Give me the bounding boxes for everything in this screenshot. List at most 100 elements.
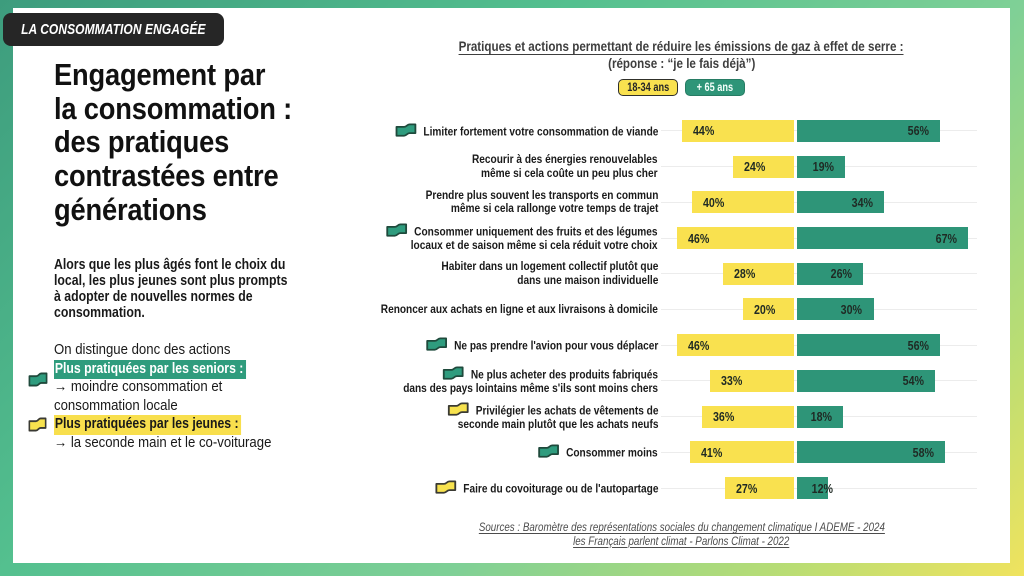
bar-18-34: 20% xyxy=(743,298,794,321)
category-label: Faire du covoiturage ou de l'autopartage xyxy=(383,480,658,496)
bar-65plus: 34% xyxy=(797,191,884,214)
chart-row: Privilégier les achats de vêtements de s… xyxy=(383,399,980,435)
bar-18-34: 46% xyxy=(676,227,794,250)
yellow-flag-icon xyxy=(28,417,47,436)
bar-65plus: 19% xyxy=(797,155,846,178)
bar-65plus: 67% xyxy=(797,227,968,250)
chart-row: Faire du covoiturage ou de l'autopartage… xyxy=(383,470,980,506)
legend-18-34: 18-34 ans xyxy=(618,79,678,96)
green-flag-icon xyxy=(538,444,560,458)
bar-65plus: 26% xyxy=(797,262,864,285)
category-label: Ne pas prendre l'avion pour vous déplace… xyxy=(383,337,658,353)
category-label: Habiter dans un logement collectif plutô… xyxy=(441,259,658,287)
bar-track: 36% 18% xyxy=(658,399,980,435)
value-18-34: 40% xyxy=(703,194,725,210)
seniors-detail-line1: → moindre consommation et xyxy=(54,379,223,395)
bar-65plus: 30% xyxy=(797,298,874,321)
value-65plus: 26% xyxy=(830,266,853,282)
category-label: Limiter fortement votre consommation de … xyxy=(383,123,658,139)
section-tag-label: LA CONSOMMATION ENGAGÉE xyxy=(21,21,206,38)
value-18-34: 20% xyxy=(754,301,776,317)
sources-note: Sources : Baromètre des représentations … xyxy=(383,522,980,549)
value-65plus: 56% xyxy=(907,123,929,139)
value-18-34: 28% xyxy=(733,266,755,282)
bar-18-34: 41% xyxy=(689,441,794,464)
category-label: Privilégier les achats de vêtements de s… xyxy=(383,402,658,432)
bar-18-34: 27% xyxy=(725,477,794,500)
bar-track: 27% 12% xyxy=(658,470,980,506)
value-65plus: 67% xyxy=(935,230,957,246)
bar-track: 46% 67% xyxy=(658,220,980,256)
source-line: les Français parlent climat - Parlons Cl… xyxy=(573,535,790,548)
chart-row: Limiter fortement votre consommation de … xyxy=(383,113,980,149)
value-18-34: 27% xyxy=(736,480,758,496)
value-18-34: 24% xyxy=(743,159,766,175)
chart-header: Pratiques et actions permettant de rédui… xyxy=(383,38,980,71)
bar-track: 40% 34% xyxy=(658,184,980,220)
bar-track: 24% 19% xyxy=(658,149,980,185)
chart-title: Pratiques et actions permettant de rédui… xyxy=(459,38,904,54)
seniors-detail-line2: consommation locale xyxy=(54,397,178,414)
value-65plus: 54% xyxy=(902,373,924,389)
page-title: Engagement par la consommation : des pra… xyxy=(54,57,293,227)
yellow-flag-icon xyxy=(434,480,456,494)
intro-paragraph: Alors que les plus âgés font le choix du… xyxy=(54,257,288,321)
chart-legend: 18-34 ans + 65 ans xyxy=(383,79,980,96)
chart-subtitle: (réponse : “je le fais déjà”) xyxy=(607,54,756,71)
value-18-34: 46% xyxy=(687,337,710,353)
value-65plus: 56% xyxy=(907,337,929,353)
seniors-highlight: Plus pratiquées par les seniors : xyxy=(54,359,246,379)
bar-18-34: 28% xyxy=(722,262,794,285)
bar-track: 44% 56% xyxy=(658,113,980,149)
category-label: Consommer moins xyxy=(383,444,658,460)
bar-18-34: 40% xyxy=(692,191,794,214)
category-label: Consommer uniquement des fruits et des l… xyxy=(383,223,658,253)
chart-row: Recourir à des énergies renouvelables mê… xyxy=(383,149,980,185)
page-background xyxy=(13,8,1010,563)
value-18-34: 41% xyxy=(700,444,722,460)
category-label: Recourir à des énergies renouvelables mê… xyxy=(472,151,658,180)
bar-18-34: 46% xyxy=(676,334,794,357)
chart-row: Ne plus acheter des produits fabriqués d… xyxy=(383,363,980,399)
bar-track: 41% 58% xyxy=(658,434,980,470)
yellow-flag-icon xyxy=(28,417,47,432)
green-flag-icon xyxy=(28,372,48,387)
key-line-intro: On distingue donc des actions xyxy=(54,342,231,358)
green-flag-icon xyxy=(395,123,416,137)
value-65plus: 12% xyxy=(811,480,833,496)
chart-row: Consommer moins 41% 58% xyxy=(383,434,980,470)
category-label: Ne plus acheter des produits fabriqués d… xyxy=(403,366,658,396)
bar-65plus: 18% xyxy=(797,405,843,428)
source-line: Sources : Baromètre des représentations … xyxy=(478,522,885,534)
bar-track: 46% 56% xyxy=(658,327,980,363)
bar-18-34: 33% xyxy=(709,369,794,392)
chart-row: Prendre plus souvent les transports en c… xyxy=(383,184,980,220)
bar-18-34: 24% xyxy=(732,155,794,178)
category-label: Prendre plus souvent les transports en c… xyxy=(425,187,658,216)
value-65plus: 58% xyxy=(912,444,934,460)
bar-18-34: 36% xyxy=(702,405,794,428)
chart-row: Ne pas prendre l'avion pour vous déplace… xyxy=(383,327,980,363)
jeunes-highlight: Plus pratiquées par les jeunes : xyxy=(54,415,242,435)
value-65plus: 18% xyxy=(810,409,832,425)
value-65plus: 30% xyxy=(841,301,863,317)
green-flag-icon xyxy=(425,337,447,351)
bar-65plus: 54% xyxy=(797,369,935,392)
section-tag-badge: LA CONSOMMATION ENGAGÉE xyxy=(3,13,224,46)
bar-track: 33% 54% xyxy=(658,363,980,399)
chart-row: Consommer uniquement des fruits et des l… xyxy=(383,220,980,256)
bar-65plus: 12% xyxy=(797,477,833,500)
chart-row: Habiter dans un logement collectif plutô… xyxy=(383,256,980,292)
value-18-34: 44% xyxy=(692,123,715,139)
green-flag-icon xyxy=(442,366,464,380)
green-flag-icon xyxy=(386,223,408,237)
value-65plus: 34% xyxy=(851,194,873,210)
category-label: Renoncer aux achats en ligne et aux livr… xyxy=(380,301,658,316)
reading-key: On distingue donc des actions Plus prati… xyxy=(54,341,271,452)
green-flag-icon xyxy=(28,372,48,391)
legend-65plus: + 65 ans xyxy=(685,79,745,96)
chart-row: Renoncer aux achats en ligne et aux livr… xyxy=(380,292,980,328)
value-18-34: 46% xyxy=(687,230,710,246)
bar-chart: Limiter fortement votre consommation de … xyxy=(380,113,980,506)
